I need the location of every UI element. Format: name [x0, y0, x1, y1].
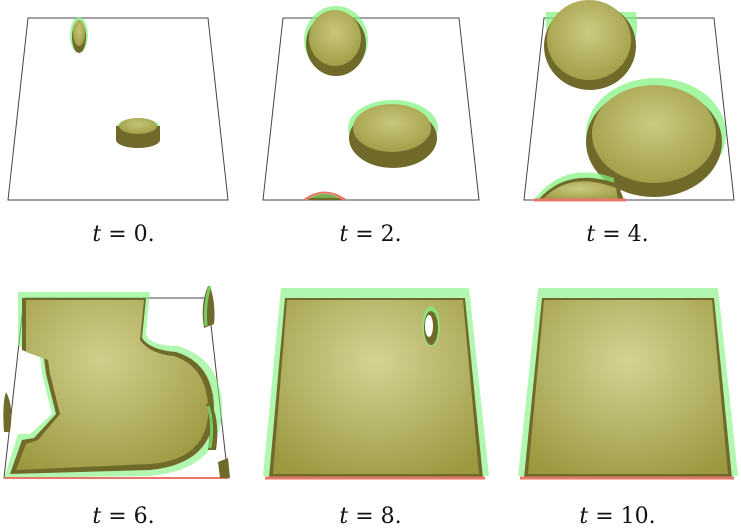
- wetted-region: [518, 288, 738, 480]
- surface-plot-t6: [3, 285, 230, 479]
- wetted-region: [4, 292, 228, 479]
- droplet: [206, 404, 218, 450]
- time-value: 0.: [133, 222, 155, 247]
- surface-plot-t0: [7, 17, 229, 201]
- droplet: [304, 6, 368, 76]
- equals-sign: =: [595, 222, 628, 247]
- time-variable: t: [92, 504, 102, 529]
- time-value: 2.: [380, 222, 402, 247]
- equals-sign: =: [588, 504, 621, 529]
- time-variable: t: [339, 222, 349, 247]
- domain-frame: [523, 17, 735, 201]
- panel-t6: t = 6.: [0, 264, 247, 529]
- wetted-region: [263, 288, 489, 480]
- equals-sign: =: [101, 222, 134, 247]
- caption-t6: t = 6.: [0, 504, 247, 529]
- caption-t10: t = 10.: [494, 504, 741, 529]
- caption-t4: t = 4.: [494, 222, 741, 247]
- equals-sign: =: [348, 504, 381, 529]
- time-variable: t: [339, 504, 349, 529]
- caption-t8: t = 8.: [247, 504, 494, 529]
- surface-plot-t10: [518, 288, 738, 480]
- caption-t2: t = 2.: [247, 222, 494, 247]
- droplet: [70, 17, 88, 53]
- time-value: 6.: [133, 504, 155, 529]
- droplet: [534, 172, 626, 202]
- time-value: 4.: [627, 222, 649, 247]
- time-variable: t: [586, 222, 596, 247]
- droplet: [116, 118, 160, 148]
- surface-plot-t2: [262, 6, 480, 202]
- time-value: 10.: [620, 504, 656, 529]
- surface-plot-t8: [263, 288, 489, 480]
- droplet: [586, 78, 726, 197]
- domain-frame: [7, 17, 229, 201]
- panel-t8: t = 8.: [247, 264, 494, 529]
- dry-spot: [422, 306, 440, 346]
- panel-t10: t = 10.: [494, 264, 741, 529]
- equals-sign: =: [101, 504, 134, 529]
- panel-t2: t = 2.: [247, 0, 494, 264]
- droplet: [202, 285, 215, 328]
- time-value: 8.: [380, 504, 402, 529]
- droplet: [218, 458, 230, 478]
- equals-sign: =: [348, 222, 381, 247]
- domain-frame: [262, 17, 480, 201]
- panel-t0: t = 0.: [0, 0, 247, 264]
- caption-t0: t = 0.: [0, 222, 247, 247]
- surface-plot-t4: [523, 0, 735, 202]
- droplet: [348, 100, 438, 168]
- droplet: [3, 392, 12, 432]
- time-variable: t: [579, 504, 589, 529]
- time-variable: t: [92, 222, 102, 247]
- panel-t4: t = 4.: [494, 0, 741, 264]
- droplet: [544, 0, 638, 90]
- droplet: [304, 191, 346, 202]
